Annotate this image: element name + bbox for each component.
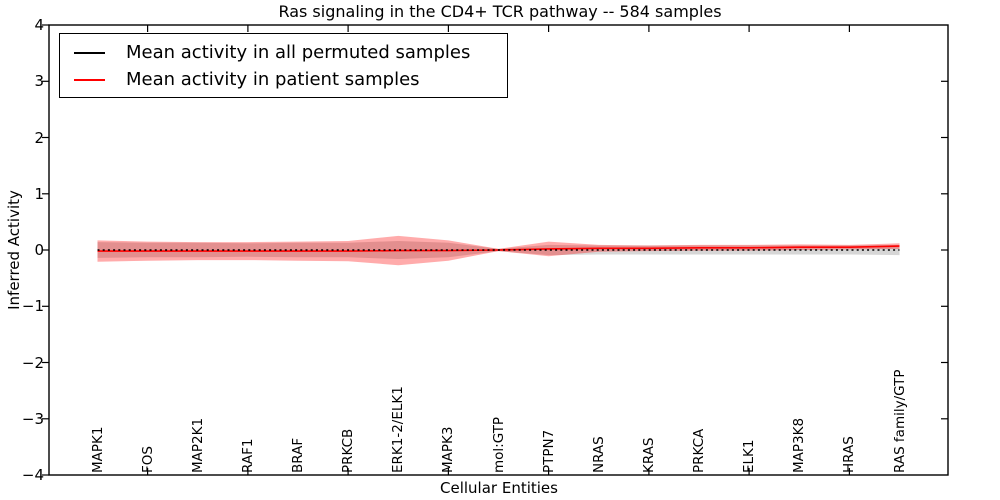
- x-tick-label: MAPK1: [89, 426, 106, 473]
- x-tick-label: MAP3K8: [791, 417, 808, 473]
- y-tick-label: 1: [34, 184, 44, 203]
- y-tick-label: −4: [21, 466, 44, 484]
- x-tick-label: MAPK3: [440, 426, 457, 473]
- x-tick-label: MAP2K1: [189, 417, 206, 473]
- x-tick-label: KRAS: [640, 437, 657, 474]
- y-tick-label: −3: [21, 409, 44, 428]
- legend-line-patient: [74, 78, 105, 81]
- x-axis-label: Cellular Entities: [440, 479, 558, 497]
- x-tick-label: PTPN7: [540, 429, 557, 473]
- y-tick-label: 3: [34, 72, 44, 91]
- y-tick-label: 0: [34, 241, 44, 259]
- x-tick-label: NRAS: [590, 436, 607, 473]
- legend-line-permuted: [74, 51, 105, 54]
- y-tick-label: 4: [34, 16, 44, 34]
- x-tick-label: RAF1: [239, 438, 256, 473]
- legend-label: Mean activity in patient samples: [126, 69, 420, 90]
- x-tick-label: RAS family/GTP: [891, 369, 908, 473]
- y-tick-label: −2: [21, 353, 44, 372]
- legend-label: Mean activity in all permuted samples: [126, 42, 471, 63]
- x-tick-label: HRAS: [841, 436, 858, 473]
- legend-item: Mean activity in patient samples: [60, 66, 507, 93]
- x-tick-label: PRKCB: [340, 428, 357, 473]
- y-tick-label: −1: [21, 297, 44, 316]
- legend-item: Mean activity in all permuted samples: [60, 39, 507, 66]
- x-tick-label: mol:GTP: [490, 416, 507, 473]
- x-tick-label: ELK1: [741, 439, 758, 474]
- x-tick-label: BRAF: [290, 437, 306, 473]
- x-tick-label: ERK1-2/ELK1: [390, 386, 407, 473]
- x-tick-label: PRKCA: [691, 428, 707, 473]
- legend: Mean activity in all permuted samples Me…: [59, 33, 508, 98]
- chart-title: Ras signaling in the CD4+ TCR pathway --…: [278, 2, 722, 21]
- x-tick-label: FOS: [139, 446, 156, 473]
- y-tick-label: 2: [34, 128, 44, 147]
